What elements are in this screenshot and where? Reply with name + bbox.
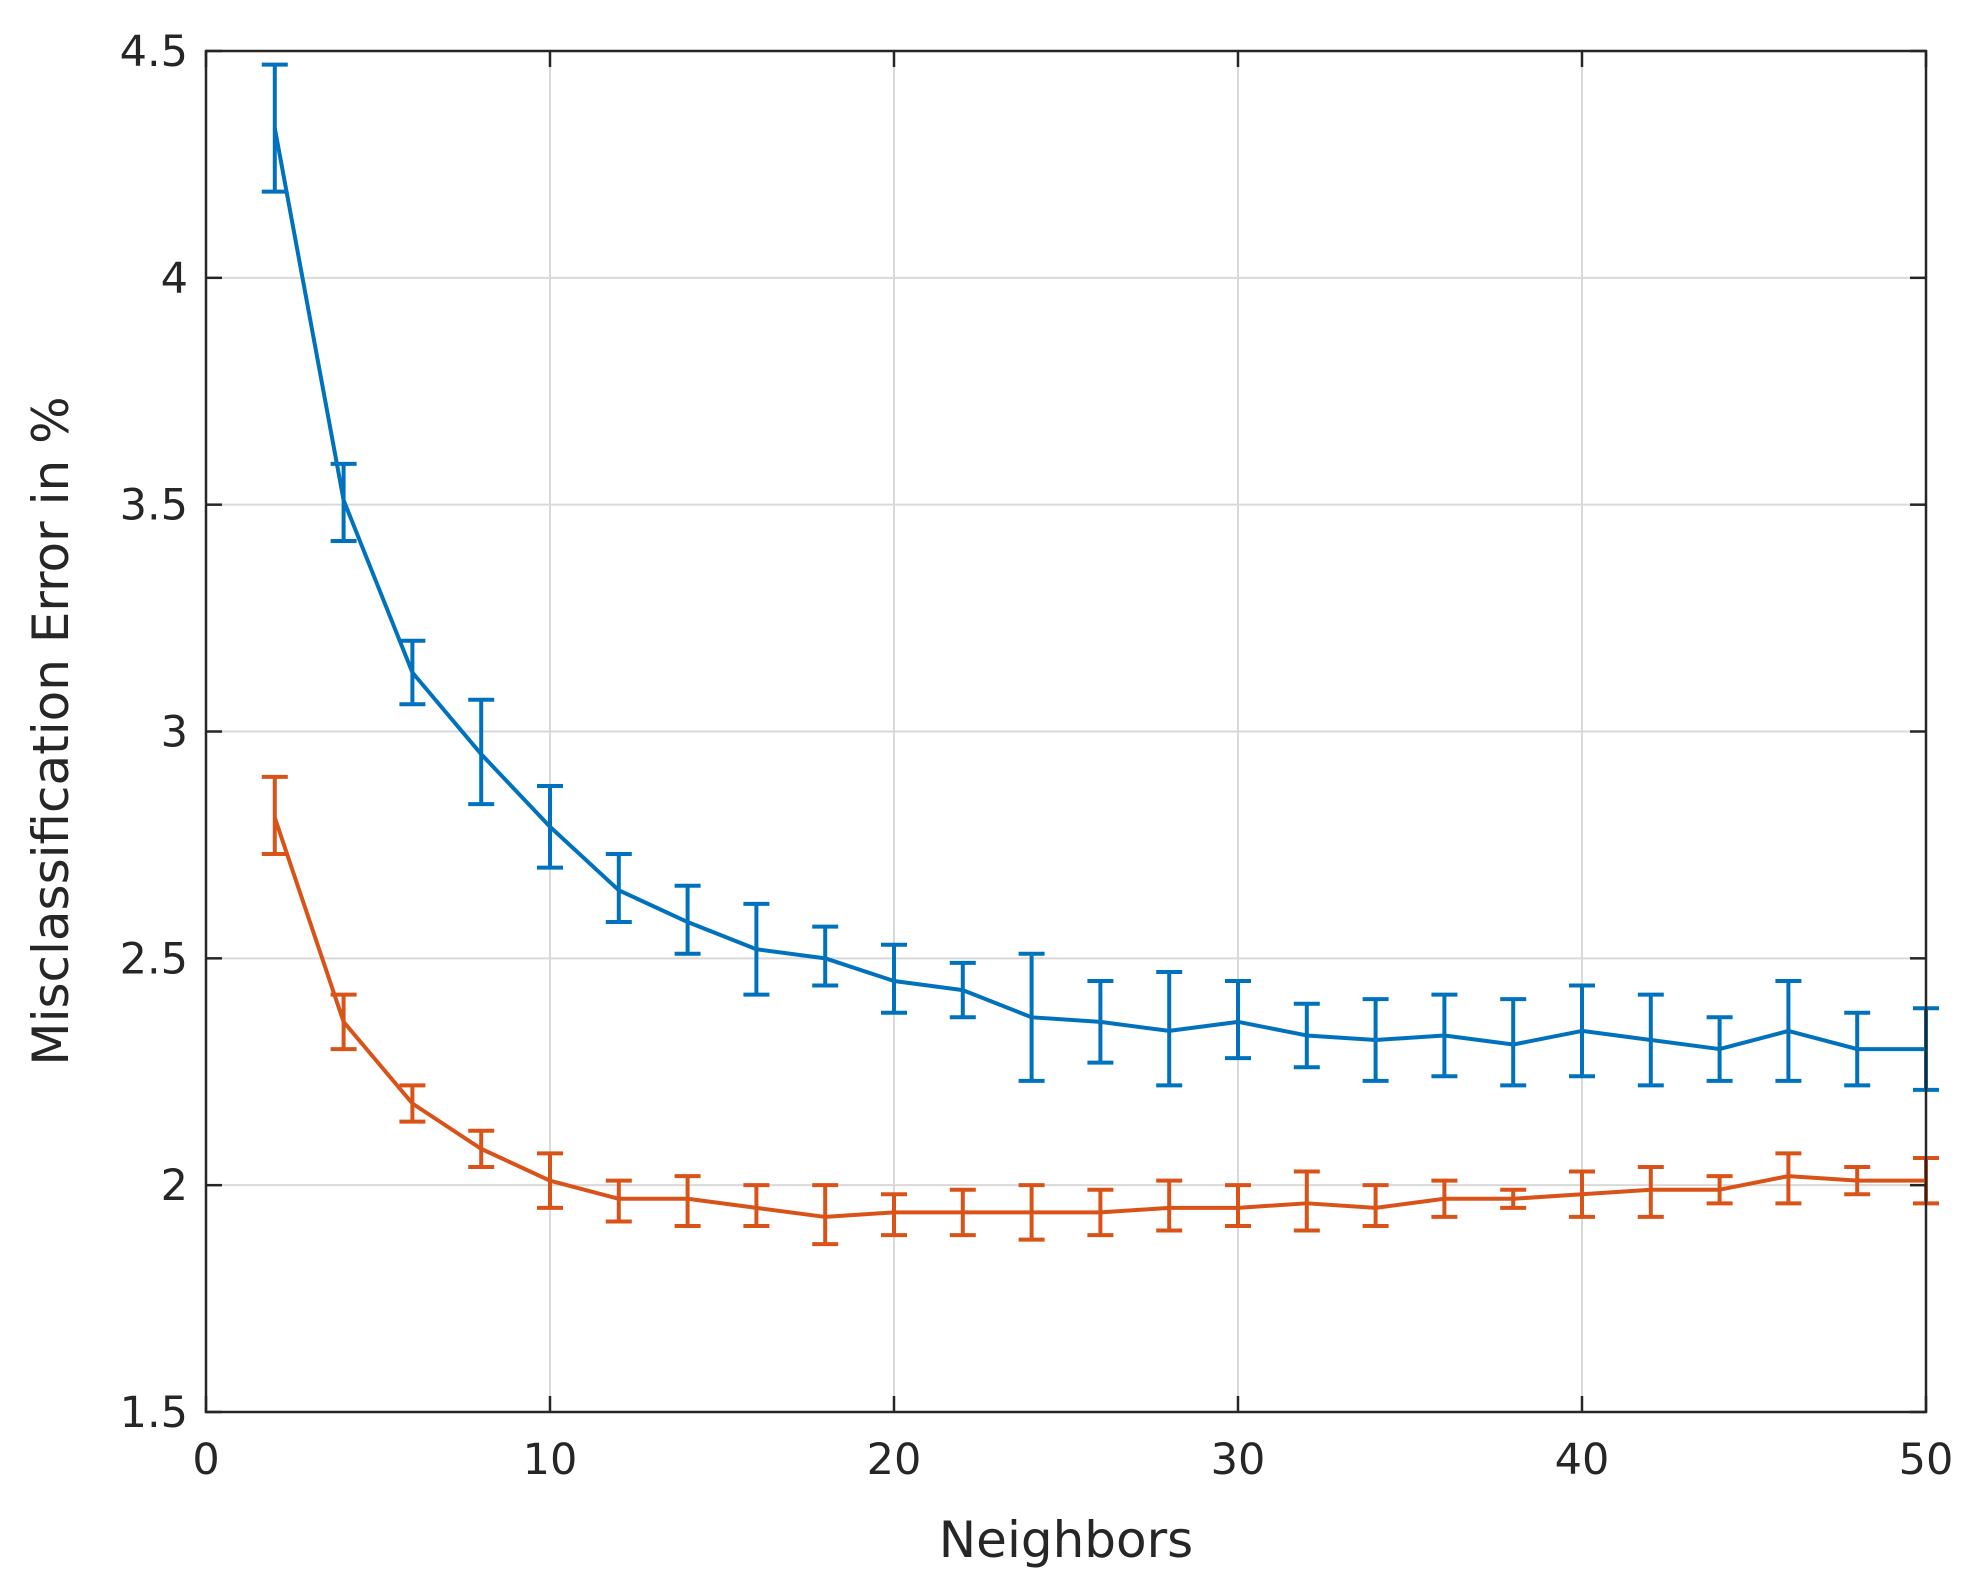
series-layer <box>261 62 1939 1247</box>
error-bar <box>1225 979 1251 1061</box>
y-tick-label: 4 <box>161 254 188 304</box>
series-orange <box>261 774 1939 1247</box>
error-bar <box>812 924 839 988</box>
error-bar <box>1156 969 1183 1088</box>
series-line <box>272 127 1926 1052</box>
y-tick-label: 3 <box>161 708 188 758</box>
error-bar <box>1225 1183 1251 1228</box>
error-bar <box>674 883 701 956</box>
x-tick-labels: 0 10 20 30 40 50 <box>192 1435 1953 1485</box>
error-bar <box>261 774 288 856</box>
x-tick-label: 0 <box>192 1435 219 1485</box>
y-tick-label: 3.5 <box>120 481 188 531</box>
y-tick-label: 2.5 <box>120 934 188 984</box>
x-tick-label: 30 <box>1211 1435 1266 1485</box>
error-bar <box>1637 1165 1664 1219</box>
tick-marks <box>204 49 1928 1414</box>
x-tick-label: 50 <box>1899 1435 1954 1485</box>
series-line <box>272 817 1926 1219</box>
error-bar <box>1362 1183 1389 1228</box>
error-bar <box>674 1174 701 1228</box>
error-bar <box>1775 1151 1802 1206</box>
y-tick-label: 1.5 <box>120 1388 188 1438</box>
error-bar <box>261 62 288 194</box>
error-bar <box>1156 1178 1183 1233</box>
error-bar <box>881 1192 907 1238</box>
x-tick-label: 40 <box>1555 1435 1610 1485</box>
error-bar <box>1500 997 1527 1088</box>
x-axis-title: Neighbors <box>939 1511 1193 1569</box>
error-bar <box>605 1178 632 1224</box>
error-bar <box>743 1183 770 1228</box>
y-tick-label: 2 <box>161 1161 188 1211</box>
error-bar <box>881 942 907 1015</box>
error-bar <box>812 1183 839 1247</box>
y-tick-label: 4.5 <box>120 27 188 77</box>
y-tick-labels: 1.5 2 2.5 3 3.5 4 4.5 <box>120 27 188 1438</box>
series-blue <box>261 62 1939 1092</box>
y-axis-title: Misclassification Error in % <box>22 396 80 1065</box>
error-bar <box>1293 1169 1320 1233</box>
x-tick-label: 20 <box>867 1435 922 1485</box>
x-tick-label: 10 <box>523 1435 578 1485</box>
